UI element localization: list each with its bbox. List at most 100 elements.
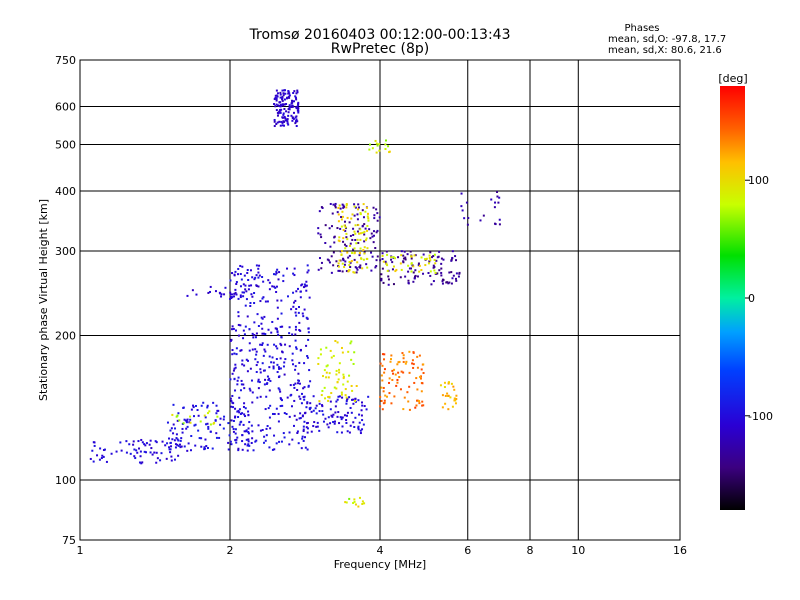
data-point	[231, 325, 234, 328]
data-point	[231, 296, 234, 299]
data-point	[399, 388, 402, 391]
data-point	[334, 340, 337, 343]
data-point	[411, 359, 414, 362]
data-point	[274, 105, 277, 108]
data-point	[282, 104, 285, 107]
data-point	[247, 410, 250, 413]
data-point	[408, 385, 411, 388]
data-point	[346, 398, 349, 401]
data-point	[339, 416, 342, 419]
data-point	[170, 455, 173, 458]
chart-subtitle: RwPretec (8p)	[331, 41, 429, 57]
data-point	[246, 271, 249, 274]
data-point	[110, 452, 113, 455]
data-point	[170, 445, 173, 448]
data-point	[242, 283, 245, 286]
data-point	[273, 118, 276, 121]
data-point	[347, 350, 350, 353]
data-point	[451, 256, 454, 259]
data-point	[351, 213, 354, 216]
data-point	[265, 434, 268, 437]
data-point	[353, 205, 356, 208]
data-point	[367, 212, 370, 215]
data-point	[416, 275, 419, 278]
data-point	[353, 500, 356, 503]
data-point	[242, 423, 245, 426]
data-point	[455, 279, 458, 282]
data-point	[243, 402, 246, 405]
data-point	[287, 92, 290, 95]
data-point	[363, 405, 366, 408]
data-point	[327, 395, 330, 398]
data-point	[276, 95, 279, 98]
data-point	[358, 496, 361, 499]
data-point	[302, 439, 305, 442]
data-point	[280, 344, 283, 347]
data-point	[395, 384, 398, 387]
data-point	[276, 121, 279, 124]
data-point	[363, 251, 366, 254]
data-point	[266, 375, 269, 378]
data-point	[417, 262, 420, 265]
data-point	[361, 419, 364, 422]
data-point	[376, 212, 379, 215]
data-point	[179, 443, 182, 446]
data-point	[275, 89, 278, 92]
data-point	[304, 285, 307, 288]
data-point	[259, 395, 262, 398]
data-point	[497, 201, 500, 204]
data-point	[119, 441, 122, 444]
data-point	[420, 368, 423, 371]
data-point	[352, 398, 355, 401]
data-point	[234, 407, 237, 410]
data-point	[339, 207, 342, 210]
data-point	[267, 279, 270, 282]
data-point	[176, 438, 179, 441]
data-point	[337, 220, 340, 223]
data-point	[255, 353, 258, 356]
data-point	[356, 261, 359, 264]
data-point	[100, 457, 103, 460]
data-point	[342, 375, 345, 378]
data-point	[294, 382, 297, 385]
data-point	[254, 358, 257, 361]
data-point	[200, 437, 203, 440]
data-point	[310, 430, 313, 433]
y-tick-label: 75	[62, 534, 76, 547]
data-point	[298, 329, 301, 332]
data-point	[393, 395, 396, 398]
data-point	[420, 390, 423, 393]
data-point	[284, 92, 287, 95]
data-point	[412, 280, 415, 283]
data-point	[414, 269, 417, 272]
data-point	[259, 343, 262, 346]
data-point	[244, 288, 247, 291]
data-point	[218, 436, 221, 439]
data-point	[450, 382, 453, 385]
data-point	[202, 401, 205, 404]
data-point	[237, 416, 240, 419]
data-point	[300, 447, 303, 450]
data-point	[279, 108, 282, 111]
data-point	[194, 423, 197, 426]
data-point	[443, 386, 446, 389]
data-point	[375, 259, 378, 262]
data-point	[125, 451, 128, 454]
data-point	[279, 367, 282, 370]
data-point	[330, 255, 333, 258]
data-point	[365, 263, 368, 266]
data-point	[383, 353, 386, 356]
data-point	[396, 378, 399, 381]
data-point	[376, 229, 379, 232]
data-point	[174, 427, 177, 430]
data-point	[274, 94, 277, 97]
data-point	[282, 92, 285, 95]
data-point	[361, 428, 364, 431]
data-point	[297, 442, 300, 445]
data-point	[359, 232, 362, 235]
data-point	[291, 100, 294, 103]
data-point	[273, 434, 276, 437]
data-point	[310, 410, 313, 413]
data-point	[341, 425, 344, 428]
data-point	[344, 394, 347, 397]
